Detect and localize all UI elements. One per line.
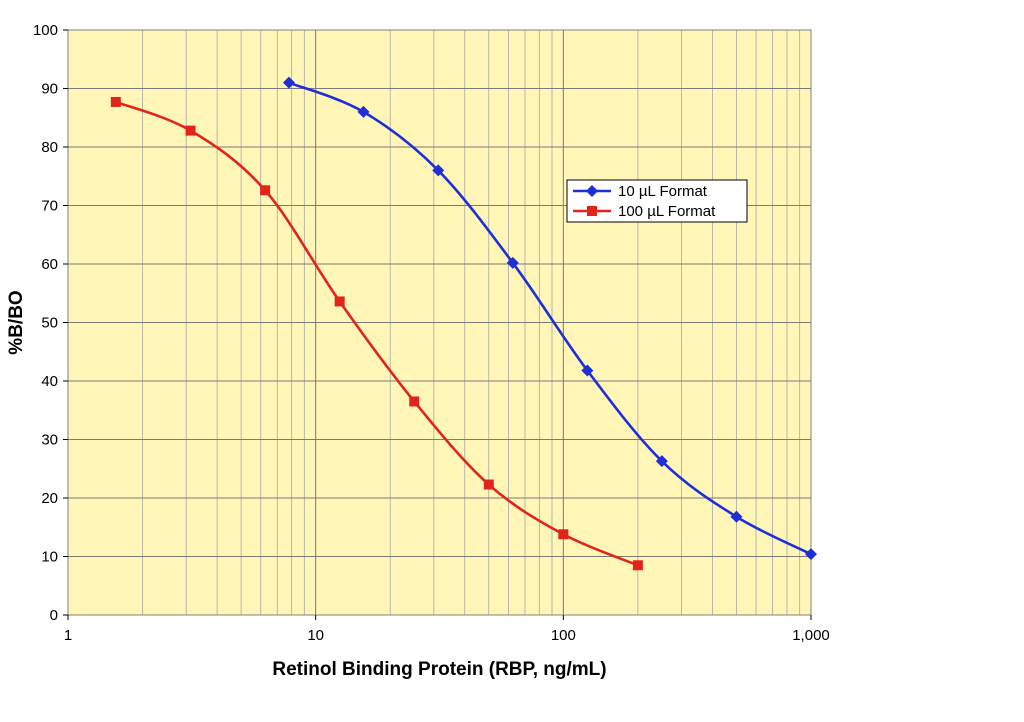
x-tick-label: 1,000 (792, 627, 830, 644)
y-tick-label: 100 (33, 22, 58, 39)
y-axis-ticks: 0 10 20 30 40 50 60 70 80 90 100 (33, 22, 68, 624)
data-point (632, 560, 643, 571)
legend: 10 µL Format 100 µL Format (566, 179, 748, 223)
legend-label: 100 µL Format (618, 203, 716, 220)
x-axis-title: Retinol Binding Protein (RBP, ng/mL) (272, 659, 606, 680)
y-tick-label: 20 (41, 490, 58, 507)
data-point (506, 256, 519, 269)
x-axis-ticks: 1 10 100 1,000 (64, 615, 830, 644)
legend-marker (586, 185, 598, 197)
y-tick-label: 70 (41, 198, 58, 215)
data-point (483, 479, 494, 490)
series-red (110, 96, 643, 571)
series-line (115, 100, 639, 567)
data-point (432, 164, 445, 177)
y-axis-title: %B/BO (6, 290, 27, 354)
y-tick-label: 0 (50, 607, 58, 624)
x-tick-label: 1 (64, 627, 72, 644)
series-blue (282, 76, 817, 561)
data-point (110, 96, 121, 107)
legend-item: 10 µL Format (573, 183, 708, 200)
data-point (581, 364, 594, 377)
legend-marker (587, 206, 597, 216)
data-point (282, 76, 295, 89)
legend-label: 10 µL Format (618, 183, 708, 200)
data-point (185, 125, 196, 136)
y-tick-label: 80 (41, 139, 58, 156)
y-tick-label: 10 (41, 549, 58, 566)
series-layer (110, 76, 817, 571)
y-tick-label: 90 (41, 81, 58, 98)
data-point (805, 548, 817, 561)
x-tick-label: 100 (551, 627, 576, 644)
y-tick-label: 60 (41, 256, 58, 273)
y-tick-label: 40 (41, 373, 58, 390)
data-point (357, 105, 370, 118)
data-point (655, 455, 668, 468)
y-tick-label: 30 (41, 432, 58, 449)
legend-item: 100 µL Format (573, 203, 716, 220)
data-point (409, 396, 420, 407)
data-point (730, 510, 743, 523)
data-point (558, 529, 569, 540)
x-tick-label: 10 (307, 627, 324, 644)
series-line (288, 81, 812, 556)
data-point (334, 296, 345, 307)
data-point (260, 185, 271, 196)
y-tick-label: 50 (41, 315, 58, 332)
